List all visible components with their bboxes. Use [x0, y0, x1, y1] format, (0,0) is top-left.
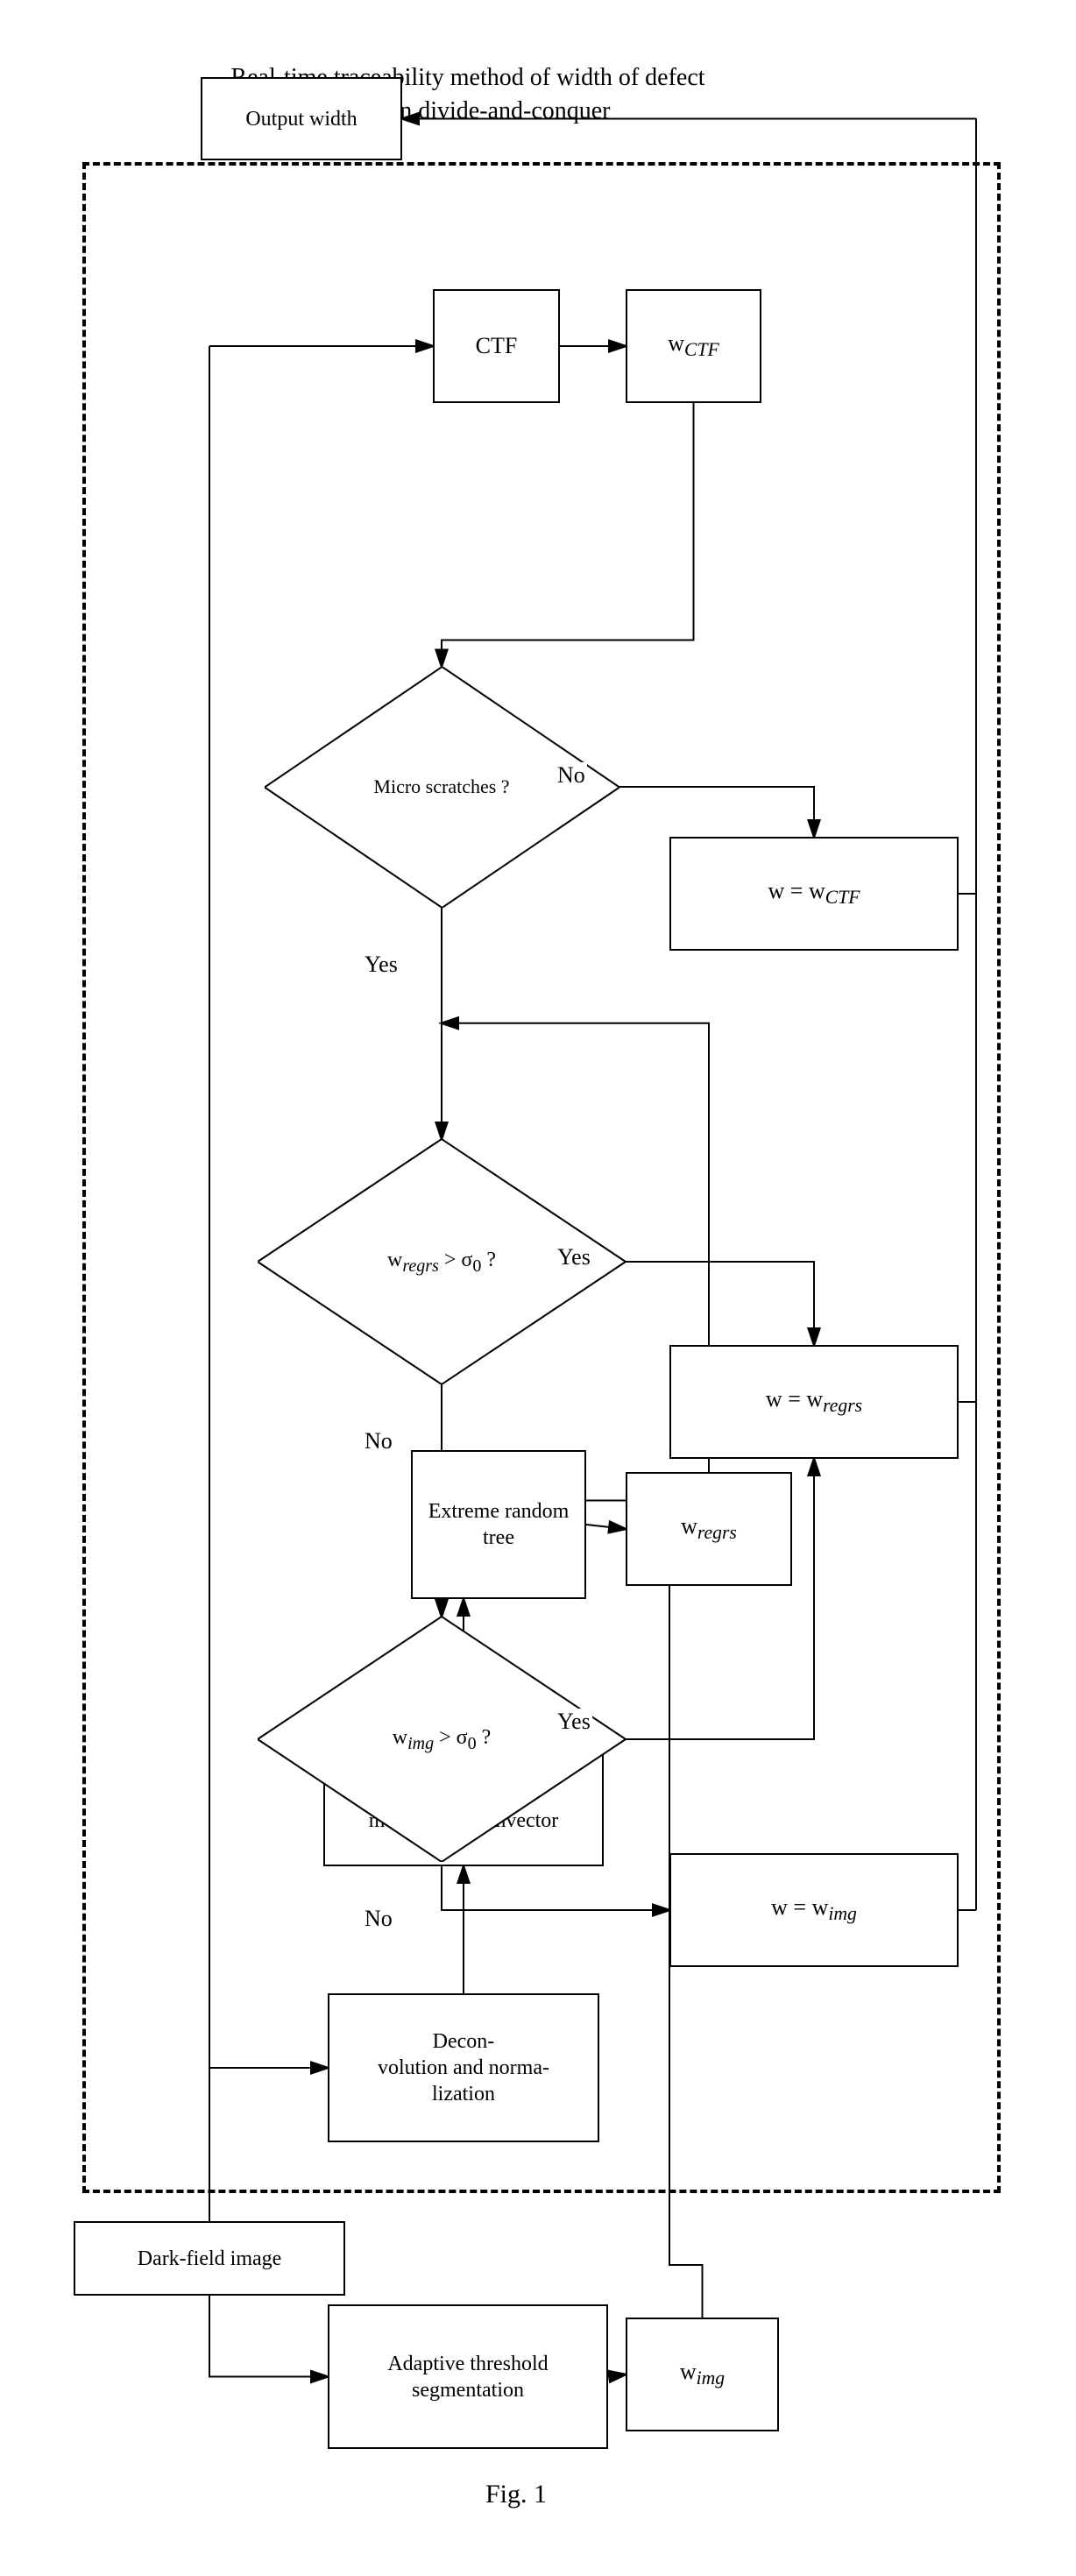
node-dark-field-image: Dark-field image: [74, 2221, 345, 2296]
node-w-regrs: wregrs: [626, 1472, 792, 1586]
label-no-2: No: [363, 1428, 394, 1454]
node-ctf: CTF: [433, 289, 560, 403]
node-extreme-random-tree: Extreme random tree: [411, 1450, 586, 1599]
label-yes-1: Yes: [363, 952, 400, 978]
label-no-3: No: [363, 1906, 394, 1932]
node-deconvolution: Decon-volution and norma-lization: [328, 1993, 599, 2142]
node-w-img: wimg: [626, 2318, 779, 2431]
node-w-ctf: wCTF: [626, 289, 761, 403]
label-yes-3: Yes: [556, 1709, 592, 1735]
node-assign-w-ctf: w = wCTF: [669, 837, 959, 951]
figure-caption: Fig. 1: [485, 2480, 547, 2509]
node-assign-w-regrs: w = wregrs: [669, 1345, 959, 1459]
decision-wimg-gt-sigma: wimg > σ0 ?: [258, 1617, 626, 1862]
node-output-width: Output width: [201, 77, 402, 160]
label-yes-2: Yes: [556, 1244, 592, 1270]
node-adaptive-threshold: Adaptive threshold segmentation: [328, 2304, 608, 2449]
node-assign-w-img: w = wimg: [669, 1853, 959, 1967]
label-no-1: No: [556, 762, 587, 789]
